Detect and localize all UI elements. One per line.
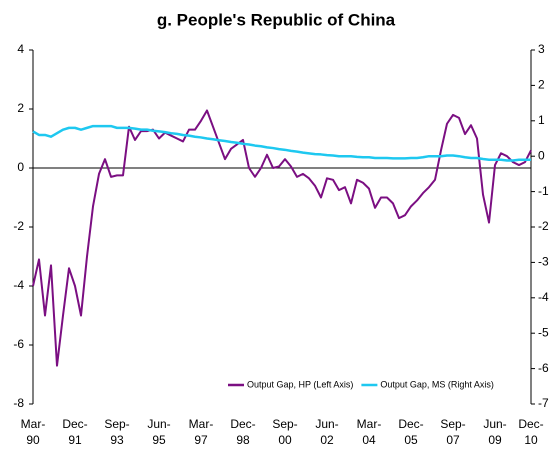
x-tick-label: Dec-91 xyxy=(62,417,88,447)
y-tick-label: -2 xyxy=(13,219,24,233)
y2-tick-label: -7 xyxy=(538,396,549,410)
x-tick-label: Mar-90 xyxy=(20,417,46,447)
y-tick-label: -6 xyxy=(13,337,24,351)
y2-tick-label: -5 xyxy=(538,325,549,339)
x-tick-label: Dec-05 xyxy=(398,417,424,447)
series-line xyxy=(32,124,531,162)
y2-tick-label: -4 xyxy=(538,290,549,304)
y2-tick-label: -2 xyxy=(538,219,549,233)
x-tick-label: Dec-10 xyxy=(518,417,544,447)
x-tick-label: Mar-97 xyxy=(188,417,214,447)
legend-label: Output Gap, HP (Left Axis) xyxy=(247,379,353,389)
x-tick-label: Jun-95 xyxy=(147,417,171,447)
x-tick-label: Dec-98 xyxy=(230,417,256,447)
x-tick-label: Sep-00 xyxy=(272,417,298,447)
y2-tick-label: 1 xyxy=(538,113,545,127)
chart-title: g. People's Republic of China xyxy=(157,10,396,29)
x-tick-label: Jun-09 xyxy=(483,417,507,447)
y-tick-label: -8 xyxy=(13,396,24,410)
x-tick-label: Mar-04 xyxy=(356,417,382,447)
x-tick-label: Sep-07 xyxy=(440,417,466,447)
y2-tick-label: 0 xyxy=(538,148,545,162)
y-tick-label: 2 xyxy=(17,101,24,115)
x-tick-label: Sep-93 xyxy=(104,417,130,447)
y-tick-label: 4 xyxy=(17,42,24,56)
x-tick-label: Jun-02 xyxy=(315,417,339,447)
y2-tick-label: -3 xyxy=(538,255,549,269)
y-tick-label: -4 xyxy=(13,278,24,292)
y2-tick-label: 3 xyxy=(538,42,545,56)
y2-tick-label: 2 xyxy=(538,78,545,92)
y2-tick-label: -6 xyxy=(538,361,549,375)
y-tick-label: 0 xyxy=(17,160,24,174)
legend-label: Output Gap, MS (Right Axis) xyxy=(380,379,494,389)
y2-tick-label: -1 xyxy=(538,184,549,198)
series-line xyxy=(32,109,532,367)
